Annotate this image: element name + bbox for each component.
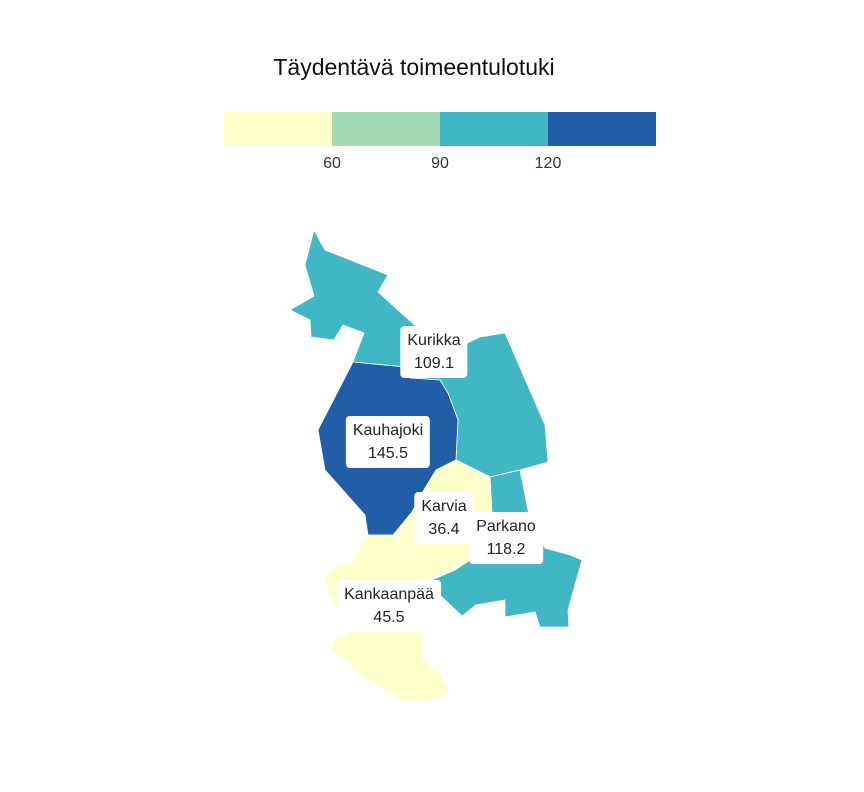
legend-swatch-3 — [440, 112, 548, 146]
region-value-kankaanpaa: 45.5 — [373, 609, 405, 626]
legend-tick-60: 60 — [323, 155, 341, 172]
region-name-kurikka: Kurikka — [407, 332, 461, 349]
region-value-parkano: 118.2 — [486, 541, 526, 558]
legend-tick-90: 90 — [431, 155, 449, 172]
map-title: Täydentävä toimeentulotuki — [273, 54, 555, 80]
region-name-karvia: Karvia — [421, 498, 467, 515]
region-value-kurikka: 109.1 — [413, 355, 455, 372]
legend-swatch-1 — [224, 112, 332, 146]
legend-swatch-4 — [548, 112, 656, 146]
region-value-kauhajoki: 145.5 — [367, 445, 409, 462]
region-label-kankaanpaa: Kankaanpää 45.5 — [337, 580, 441, 632]
region-label-parkano: Parkano 118.2 — [469, 512, 543, 564]
region-value-karvia: 36.4 — [428, 521, 460, 538]
legend-swatch-2 — [332, 112, 440, 146]
region-label-kurikka: Kurikka 109.1 — [400, 326, 468, 378]
region-label-kauhajoki: Kauhajoki 145.5 — [345, 416, 431, 468]
region-label-karvia: Karvia 36.4 — [414, 492, 474, 544]
region-name-kauhajoki: Kauhajoki — [352, 422, 424, 439]
region-name-kankaanpaa: Kankaanpää — [344, 586, 434, 603]
color-legend — [224, 112, 656, 146]
region-name-parkano: Parkano — [476, 518, 536, 535]
legend-tick-120: 120 — [534, 155, 562, 172]
